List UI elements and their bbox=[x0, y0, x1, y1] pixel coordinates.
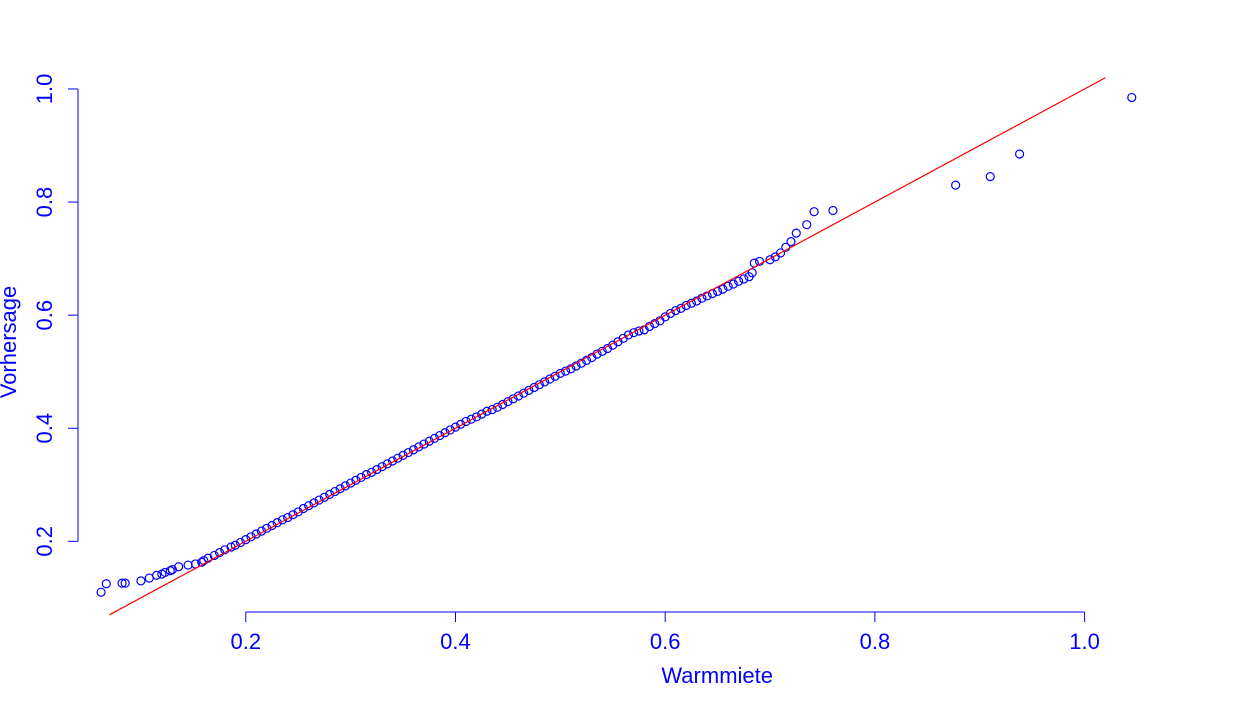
data-point bbox=[429, 433, 440, 444]
data-point bbox=[1127, 92, 1137, 103]
data-point bbox=[487, 404, 497, 415]
data-point bbox=[985, 172, 995, 182]
data-point bbox=[951, 180, 961, 190]
data-point bbox=[765, 255, 775, 265]
data-point bbox=[424, 436, 434, 446]
data-point bbox=[461, 416, 471, 427]
data-point bbox=[101, 579, 111, 589]
x-tick-label: 0.4 bbox=[440, 629, 471, 654]
data-point bbox=[165, 566, 175, 576]
data-point bbox=[408, 445, 419, 455]
data-point bbox=[372, 464, 382, 475]
data-point bbox=[377, 462, 387, 472]
data-point bbox=[728, 279, 738, 289]
points-layer bbox=[96, 92, 1137, 597]
data-point bbox=[828, 205, 838, 216]
y-tick-label: 1.0 bbox=[32, 74, 57, 105]
data-point bbox=[387, 456, 398, 466]
data-point bbox=[117, 578, 127, 588]
data-point bbox=[183, 560, 193, 570]
data-point bbox=[440, 428, 450, 438]
data-point bbox=[450, 422, 461, 432]
x-axis: 0.2 0.4 0.6 0.8 1.0 bbox=[230, 611, 1100, 654]
data-point bbox=[398, 450, 408, 460]
data-point bbox=[152, 570, 162, 580]
data-point bbox=[665, 308, 676, 319]
data-point bbox=[786, 237, 796, 247]
data-point bbox=[671, 306, 681, 316]
y-axis-title: Vorhersage bbox=[0, 286, 21, 399]
data-point bbox=[723, 281, 733, 291]
data-point bbox=[283, 512, 293, 523]
data-point bbox=[174, 562, 184, 572]
x-tick-label: 0.8 bbox=[860, 629, 891, 654]
data-point bbox=[414, 442, 424, 452]
data-point bbox=[1014, 149, 1025, 159]
data-point bbox=[718, 284, 728, 294]
data-point bbox=[629, 328, 639, 338]
data-point bbox=[393, 453, 403, 463]
data-point bbox=[366, 467, 377, 477]
data-point bbox=[96, 587, 106, 597]
x-axis-title: Warmmiete bbox=[661, 663, 773, 688]
data-point bbox=[136, 576, 146, 586]
data-point bbox=[419, 439, 429, 449]
reference-line bbox=[109, 77, 1106, 616]
data-point bbox=[623, 330, 634, 340]
data-point bbox=[288, 510, 298, 520]
data-point bbox=[445, 425, 455, 435]
data-point bbox=[809, 207, 819, 217]
x-tick-label: 0.2 bbox=[230, 629, 261, 654]
data-point bbox=[120, 578, 130, 588]
data-point bbox=[435, 430, 445, 441]
data-point bbox=[733, 276, 744, 286]
data-point bbox=[482, 406, 492, 416]
data-point bbox=[775, 248, 786, 258]
data-point bbox=[791, 228, 801, 238]
y-tick-label: 0.2 bbox=[32, 526, 57, 557]
data-point bbox=[477, 409, 487, 419]
y-tick-label: 0.6 bbox=[32, 300, 57, 331]
y-tick-label: 0.4 bbox=[32, 413, 57, 444]
y-axis: 0.2 0.4 0.6 0.8 1.0 bbox=[32, 74, 79, 557]
data-point bbox=[802, 220, 812, 230]
data-point bbox=[466, 414, 476, 424]
x-tick-label: 0.6 bbox=[650, 629, 681, 654]
y-tick-label: 0.8 bbox=[32, 187, 57, 218]
x-tick-label: 1.0 bbox=[1069, 629, 1100, 654]
data-point bbox=[403, 447, 413, 458]
data-point bbox=[382, 459, 392, 469]
data-point bbox=[456, 419, 466, 429]
data-point bbox=[739, 274, 749, 284]
data-point bbox=[471, 412, 482, 422]
